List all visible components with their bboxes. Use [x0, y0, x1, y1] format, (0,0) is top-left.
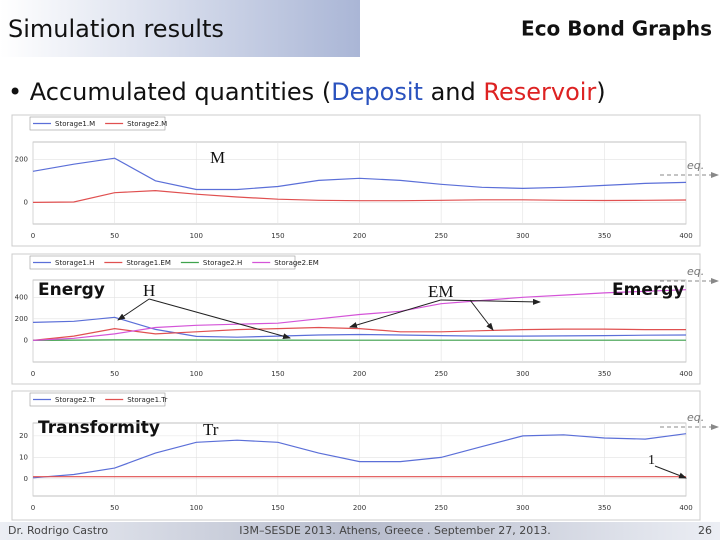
legend-label: Storage2.Tr [55, 396, 95, 404]
eq-label: eq. [687, 411, 704, 424]
data-line [32, 189, 687, 203]
footer-band [0, 522, 720, 540]
legend-label: Storage1.M [55, 120, 95, 128]
x-tick-label: 300 [516, 504, 529, 512]
annotation: M [210, 148, 225, 167]
x-tick-label: 250 [434, 232, 447, 240]
x-tick-label: 150 [271, 504, 284, 512]
data-line [32, 316, 687, 338]
data-line [32, 157, 687, 191]
y-tick-label: 20 [19, 432, 28, 440]
legend [29, 392, 166, 407]
x-tick-label: 0 [31, 504, 35, 512]
header-brand: Eco Bond Graphs [521, 17, 712, 41]
legend [29, 116, 166, 131]
footer-author: Dr. Rodrigo Castro [8, 524, 108, 537]
x-tick-label: 300 [516, 232, 529, 240]
annotation: Energy [38, 280, 105, 300]
footer-page: 26 [698, 524, 712, 537]
data-line [32, 326, 686, 341]
legend-label: Storage2.H [203, 259, 242, 267]
annotation-arrow [149, 298, 291, 340]
y-tick-label: 0 [24, 336, 28, 344]
eq-label: eq. [687, 159, 704, 172]
x-tick-label: 200 [353, 504, 366, 512]
x-tick-label: 100 [190, 232, 203, 240]
x-tick-label: 150 [271, 232, 284, 240]
bullet-text: Accumulated quantities ( [30, 78, 331, 106]
data-line [32, 289, 687, 341]
annotation-arrow [117, 298, 150, 321]
annotation-arrow [349, 299, 441, 328]
header-band [0, 0, 360, 57]
data-line [32, 339, 686, 341]
x-tick-label: 250 [434, 370, 447, 378]
x-tick-label: 200 [353, 370, 366, 378]
y-tick-label: 200 [15, 315, 28, 323]
x-tick-label: 400 [679, 504, 692, 512]
legend-label: Storage2.EM [274, 259, 319, 267]
x-tick-label: 50 [110, 232, 119, 240]
y-tick-label: 0 [24, 475, 28, 483]
data-line [32, 433, 687, 479]
annotation-arrow [469, 299, 494, 331]
legend-label: Storage1.EM [126, 259, 171, 267]
y-tick-label: 10 [19, 453, 28, 461]
x-tick-label: 50 [110, 370, 119, 378]
header-title: Simulation results [8, 15, 224, 43]
x-tick-label: 150 [271, 370, 284, 378]
bullet-text: ) [596, 78, 605, 106]
x-tick-label: 100 [190, 370, 203, 378]
legend-label: Storage1.H [55, 259, 94, 267]
x-tick-label: 50 [110, 504, 119, 512]
y-tick-label: 400 [15, 293, 28, 301]
annotation-arrow [440, 298, 541, 305]
annotation: Transformity [38, 418, 160, 438]
y-tick-label: 0 [24, 198, 28, 206]
x-tick-label: 400 [679, 370, 692, 378]
x-tick-label: 350 [598, 370, 611, 378]
annotation: H [143, 281, 155, 300]
x-tick-label: 350 [598, 232, 611, 240]
bullet-reservoir: Reservoir [483, 78, 596, 106]
x-tick-label: 400 [679, 232, 692, 240]
bullet-deposit: Deposit [331, 78, 423, 106]
eq-label: eq. [687, 265, 704, 278]
x-tick-label: 350 [598, 504, 611, 512]
annotation: Tr [203, 420, 219, 439]
bullet-text: and [423, 78, 483, 106]
x-tick-label: 0 [31, 232, 35, 240]
x-tick-label: 100 [190, 504, 203, 512]
x-tick-label: 0 [31, 370, 35, 378]
x-tick-label: 200 [353, 232, 366, 240]
annotation: Emergy [612, 280, 685, 300]
annotation: 1 [648, 453, 655, 468]
footer-event: I3M–SESDE 2013. Athens, Greece . Septemb… [239, 524, 551, 537]
annotation-arrow [654, 465, 687, 479]
y-tick-label: 200 [15, 155, 28, 163]
legend-label: Storage1.Tr [127, 396, 167, 404]
x-tick-label: 300 [516, 370, 529, 378]
bullet-line: • Accumulated quantities (Deposit and Re… [8, 78, 606, 106]
annotation: EM [428, 282, 454, 301]
legend-label: Storage2.M [127, 120, 167, 128]
x-tick-label: 250 [434, 504, 447, 512]
legend [29, 255, 296, 270]
